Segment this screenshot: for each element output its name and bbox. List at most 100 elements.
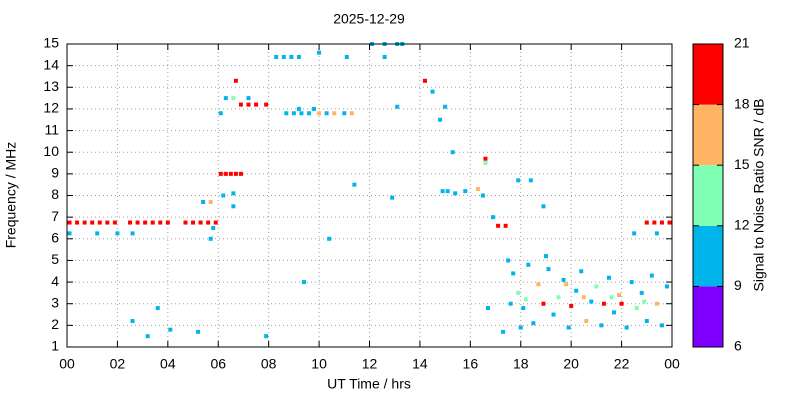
data-point bbox=[609, 295, 614, 300]
data-point bbox=[521, 306, 526, 311]
data-point bbox=[191, 220, 196, 225]
y-tick-label: 15 bbox=[43, 35, 59, 51]
data-point bbox=[491, 215, 496, 220]
data-point bbox=[296, 54, 301, 59]
data-point bbox=[246, 102, 251, 107]
chart-title: 2025-12-29 bbox=[333, 11, 405, 27]
data-point bbox=[422, 78, 427, 83]
data-point bbox=[82, 220, 87, 225]
data-point bbox=[228, 171, 233, 176]
data-point bbox=[75, 220, 80, 225]
data-point bbox=[168, 327, 173, 332]
data-point bbox=[390, 195, 395, 200]
data-point bbox=[135, 220, 140, 225]
data-point bbox=[612, 310, 617, 315]
y-tick-label: 7 bbox=[51, 208, 59, 224]
colorbar-tick-label: 15 bbox=[734, 156, 750, 172]
x-tick-label: 14 bbox=[412, 356, 428, 372]
y-tick-label: 4 bbox=[51, 273, 59, 289]
data-point bbox=[518, 325, 523, 330]
data-point bbox=[632, 231, 637, 236]
data-point bbox=[475, 187, 480, 192]
data-point bbox=[128, 220, 133, 225]
data-point bbox=[231, 191, 236, 196]
data-point bbox=[95, 231, 100, 236]
colorbar-tick-label: 12 bbox=[734, 217, 750, 233]
colorbar-segment bbox=[693, 44, 723, 105]
y-tick-label: 11 bbox=[44, 121, 59, 137]
data-point bbox=[649, 273, 654, 278]
data-point bbox=[531, 321, 536, 326]
y-tick-label: 6 bbox=[51, 229, 59, 245]
x-tick-label: 10 bbox=[311, 356, 327, 372]
data-point bbox=[246, 96, 251, 101]
data-point bbox=[233, 171, 238, 176]
data-point bbox=[223, 171, 228, 176]
data-point bbox=[624, 325, 629, 330]
data-point bbox=[301, 280, 306, 285]
data-point bbox=[556, 295, 561, 300]
x-tick-label: 20 bbox=[563, 356, 579, 372]
data-point bbox=[440, 189, 445, 194]
data-point bbox=[639, 290, 644, 295]
data-point bbox=[569, 303, 574, 308]
data-point bbox=[130, 231, 135, 236]
data-point bbox=[67, 220, 72, 225]
data-point bbox=[208, 236, 213, 241]
data-point bbox=[430, 89, 435, 94]
data-point bbox=[654, 301, 659, 306]
data-point bbox=[445, 189, 450, 194]
data-point bbox=[201, 199, 206, 204]
data-point bbox=[480, 193, 485, 198]
data-point bbox=[317, 111, 322, 116]
data-point bbox=[254, 102, 259, 107]
data-point bbox=[264, 334, 269, 339]
data-point bbox=[145, 334, 150, 339]
data-point bbox=[581, 295, 586, 300]
data-point bbox=[218, 111, 223, 116]
data-point bbox=[463, 189, 468, 194]
data-point bbox=[551, 312, 556, 317]
x-tick-label: 02 bbox=[110, 356, 126, 372]
data-point bbox=[543, 254, 548, 259]
data-point bbox=[566, 325, 571, 330]
data-point bbox=[659, 323, 664, 328]
data-point bbox=[634, 306, 639, 311]
data-point bbox=[483, 161, 488, 166]
data-point bbox=[511, 271, 516, 276]
data-point bbox=[130, 319, 135, 324]
data-point bbox=[528, 178, 533, 183]
data-point bbox=[223, 96, 228, 101]
data-point bbox=[619, 301, 624, 306]
data-point bbox=[218, 171, 223, 176]
colorbar-label: Signal to Noise Ratio SNR / dB bbox=[751, 99, 767, 292]
colorbar-frame bbox=[692, 43, 724, 348]
data-point bbox=[561, 277, 566, 282]
data-point bbox=[344, 54, 349, 59]
data-point bbox=[516, 290, 521, 295]
data-point bbox=[158, 220, 163, 225]
y-tick-label: 2 bbox=[51, 316, 59, 332]
data-point bbox=[395, 104, 400, 109]
y-tick-label: 12 bbox=[43, 100, 59, 116]
y-tick-label: 13 bbox=[43, 78, 59, 94]
data-point bbox=[546, 267, 551, 272]
data-point bbox=[483, 156, 488, 161]
data-point bbox=[90, 220, 95, 225]
data-point bbox=[284, 111, 289, 116]
data-point bbox=[299, 111, 304, 116]
plot-frame bbox=[66, 43, 673, 348]
data-point bbox=[508, 301, 513, 306]
x-tick-label: 08 bbox=[261, 356, 277, 372]
data-point bbox=[667, 220, 672, 225]
colorbar-tick-label: 21 bbox=[734, 35, 750, 51]
colorbar-tick-label: 18 bbox=[734, 95, 750, 111]
data-point bbox=[143, 220, 148, 225]
data-point bbox=[541, 301, 546, 306]
data-point bbox=[97, 220, 102, 225]
data-point bbox=[238, 171, 243, 176]
data-point bbox=[450, 150, 455, 155]
data-point bbox=[496, 223, 501, 228]
data-point bbox=[296, 106, 301, 111]
data-point bbox=[274, 54, 279, 59]
